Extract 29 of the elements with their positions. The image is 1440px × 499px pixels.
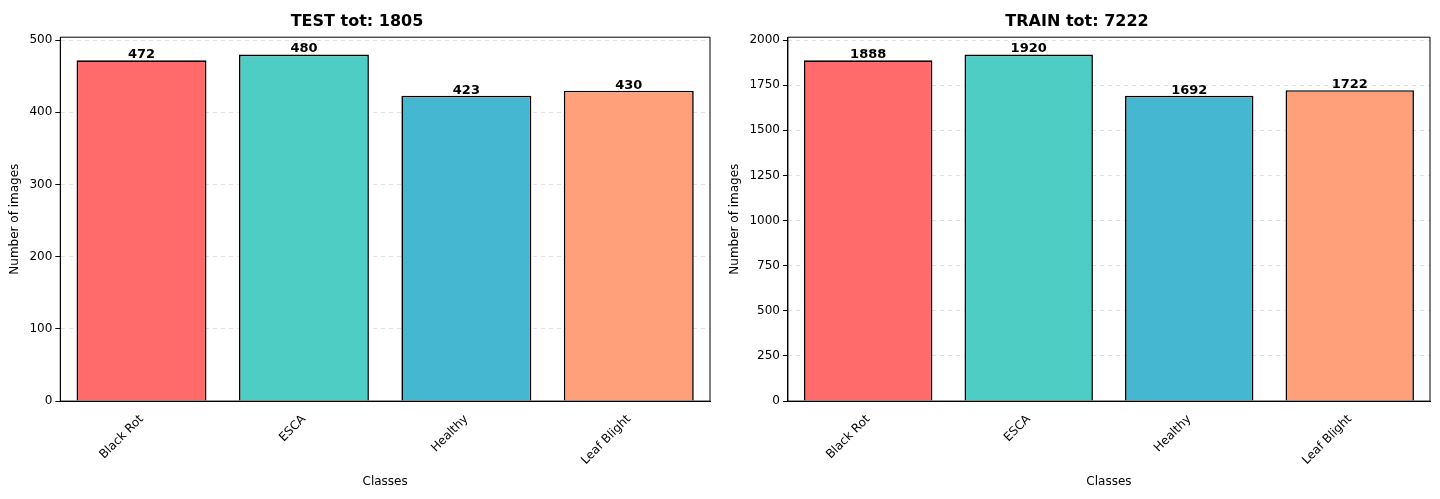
- y-tick-label: 1750: [749, 77, 780, 92]
- y-tick-label: 1000: [749, 212, 780, 227]
- y-tick-label: 0: [44, 393, 53, 408]
- y-tick-label: 300: [29, 176, 53, 191]
- y-tick-label: 100: [29, 321, 53, 336]
- data-label: 1888: [850, 46, 887, 62]
- x-axis-title: Classes: [362, 473, 408, 488]
- y-tick-label: 2000: [749, 32, 780, 47]
- data-label: 423: [452, 81, 480, 97]
- x-axis-title: Classes: [1086, 473, 1132, 488]
- y-tick-label: 400: [29, 104, 53, 119]
- y-tick-label: 200: [29, 248, 53, 263]
- chart-title: TEST tot: 1805: [290, 10, 424, 30]
- data-label: 1722: [1331, 76, 1368, 92]
- data-label: 480: [290, 40, 318, 56]
- y-axis-title: Number of images: [727, 163, 742, 275]
- y-tick-label: 500: [29, 32, 53, 47]
- y-tick-label: 0: [772, 393, 780, 408]
- y-tick-label: 750: [757, 257, 780, 272]
- y-tick-label: 1500: [749, 122, 780, 137]
- data-label: 1920: [1010, 40, 1047, 56]
- data-label: 472: [127, 46, 156, 62]
- data-label: 1692: [1171, 81, 1208, 97]
- y-tick-label: 250: [757, 348, 780, 363]
- y-axis-title: Number of images: [7, 163, 22, 275]
- data-label: 430: [615, 76, 643, 92]
- y-tick-label: 1250: [749, 167, 780, 182]
- y-tick-label: 500: [757, 302, 780, 317]
- chart-title: TRAIN tot: 7222: [1005, 10, 1149, 30]
